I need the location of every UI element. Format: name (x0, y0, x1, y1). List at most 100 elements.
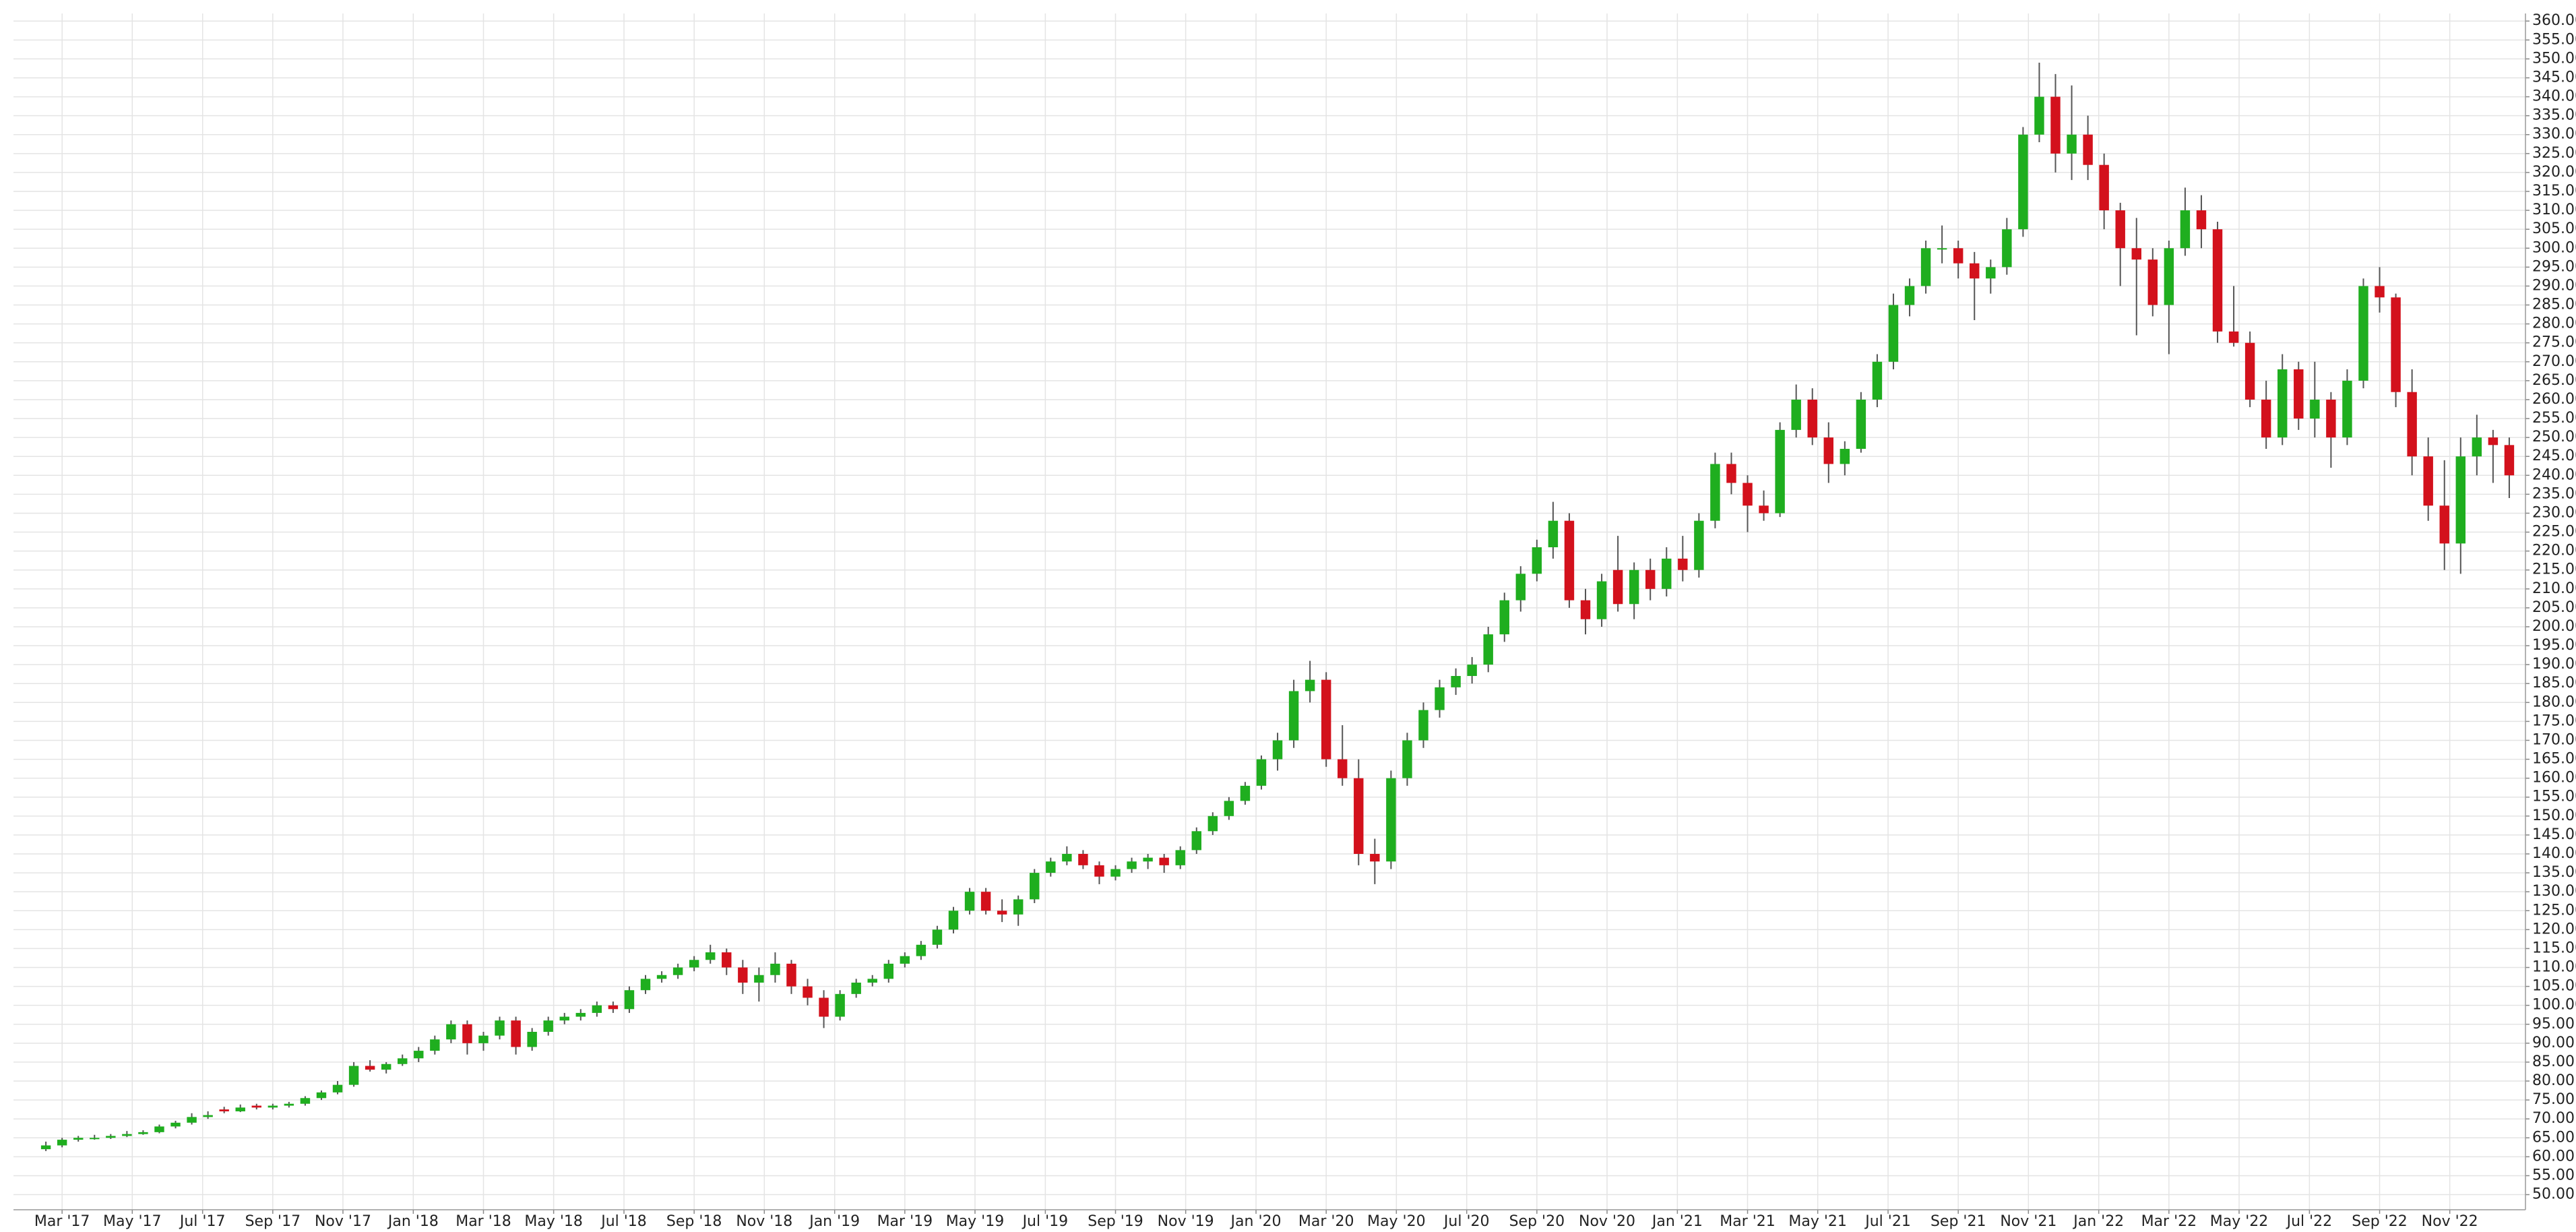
candle-body (40, 1145, 51, 1150)
candle-body (90, 1138, 100, 1140)
x-tick-label: Sep '18 (666, 1213, 722, 1229)
y-tick-label: 215.00 (2532, 561, 2576, 578)
candle-body (1970, 263, 1980, 279)
x-tick-label: Sep '19 (1088, 1213, 1143, 1229)
y-tick-label: 185.00 (2532, 675, 2576, 691)
candle-body (2164, 248, 2174, 305)
candle-body (1662, 558, 1672, 589)
candle-body (543, 1020, 553, 1032)
candle-body (1920, 248, 1931, 286)
candle-body (851, 982, 861, 994)
x-tick-label: May '18 (524, 1213, 583, 1229)
candle-body (997, 911, 1007, 915)
candle-body (722, 952, 732, 968)
candle-body (2310, 399, 2320, 419)
y-tick-label: 195.00 (2532, 637, 2576, 654)
candle-body (1256, 759, 1267, 786)
candle-body (2228, 331, 2239, 343)
candle-body (1953, 248, 1964, 264)
candle-body (1062, 853, 1072, 862)
candle-body (2083, 134, 2093, 165)
x-tick-label: Jul '19 (1022, 1213, 1069, 1229)
y-tick-label: 235.00 (2532, 485, 2576, 502)
candle-body (1175, 850, 1185, 865)
candle-body (1338, 759, 1348, 778)
y-tick-label: 85.00 (2532, 1053, 2575, 1070)
candle-body (624, 990, 635, 1010)
x-tick-label: May '17 (103, 1213, 162, 1229)
candle-body (1224, 801, 1234, 816)
candle-body (478, 1035, 489, 1043)
candle-body (1515, 574, 1526, 600)
candle-body (2261, 399, 2271, 438)
candle-body (235, 1107, 245, 1111)
candle-body (1467, 665, 1477, 676)
candle-body (608, 1005, 619, 1010)
candle-body (2099, 164, 2109, 211)
y-tick-label: 190.00 (2532, 656, 2576, 673)
x-tick-label: Jul '17 (179, 1213, 226, 1229)
x-tick-label: Mar '17 (34, 1213, 90, 1229)
x-tick-label: Jul '21 (1864, 1213, 1911, 1229)
y-tick-label: 65.00 (2532, 1129, 2575, 1146)
candle-body (1532, 547, 1542, 574)
candle-body (2115, 210, 2125, 249)
candle-body (1321, 679, 1331, 760)
y-tick-label: 125.00 (2532, 902, 2576, 919)
candle-body (1759, 505, 1769, 514)
candle-body (495, 1020, 505, 1036)
y-tick-label: 345.00 (2532, 69, 2576, 86)
candle-body (219, 1109, 229, 1111)
x-tick-label: Jan '21 (1651, 1213, 1703, 1229)
candle-body (1678, 558, 1688, 570)
y-tick-label: 60.00 (2532, 1148, 2575, 1165)
candle-body (964, 892, 975, 911)
candle-body (2488, 437, 2499, 445)
y-tick-label: 225.00 (2532, 524, 2576, 541)
y-tick-label: 80.00 (2532, 1072, 2575, 1089)
candle-body (1694, 520, 1704, 570)
candle-body (705, 952, 716, 960)
candle-body (73, 1138, 84, 1140)
candle-body (106, 1136, 116, 1138)
x-tick-label: May '19 (946, 1213, 1005, 1229)
candle-body (138, 1132, 148, 1134)
candle-body (1418, 710, 1428, 741)
candle-body (2018, 134, 2028, 230)
candle-body (1645, 569, 1656, 589)
y-tick-label: 360.00 (2532, 12, 2576, 29)
candle-body (2067, 134, 2077, 154)
candle-body (1596, 581, 1607, 619)
y-tick-label: 340.00 (2532, 88, 2576, 105)
candle-body (1483, 634, 1493, 665)
candle-body (592, 1005, 602, 1013)
y-tick-label: 300.00 (2532, 239, 2576, 256)
y-tick-label: 115.00 (2532, 940, 2576, 956)
y-tick-label: 145.00 (2532, 826, 2576, 843)
candle-body (2294, 369, 2304, 419)
y-tick-label: 255.00 (2532, 410, 2576, 427)
y-tick-label: 150.00 (2532, 807, 2576, 824)
y-tick-label: 155.00 (2532, 789, 2576, 805)
y-tick-label: 95.00 (2532, 1016, 2575, 1033)
candle-body (2002, 229, 2012, 268)
candle-body (2326, 399, 2336, 438)
x-tick-label: Nov '19 (1158, 1213, 1214, 1229)
candle-body (527, 1031, 537, 1047)
candle-body (1548, 520, 1559, 548)
candle-body (1775, 429, 1785, 514)
candle-body (170, 1122, 181, 1127)
candle-body (2342, 380, 2352, 438)
candle-body (883, 963, 894, 979)
candle-body (2147, 259, 2158, 305)
candle-body (187, 1117, 197, 1123)
candle-body (803, 986, 813, 998)
candle-body (1110, 869, 1121, 877)
y-tick-label: 130.00 (2532, 883, 2576, 900)
y-tick-label: 285.00 (2532, 297, 2576, 313)
y-tick-label: 290.00 (2532, 277, 2576, 294)
y-tick-label: 160.00 (2532, 770, 2576, 787)
x-tick-label: Jul '20 (1443, 1213, 1490, 1229)
x-tick-label: Sep '21 (1930, 1213, 1986, 1229)
